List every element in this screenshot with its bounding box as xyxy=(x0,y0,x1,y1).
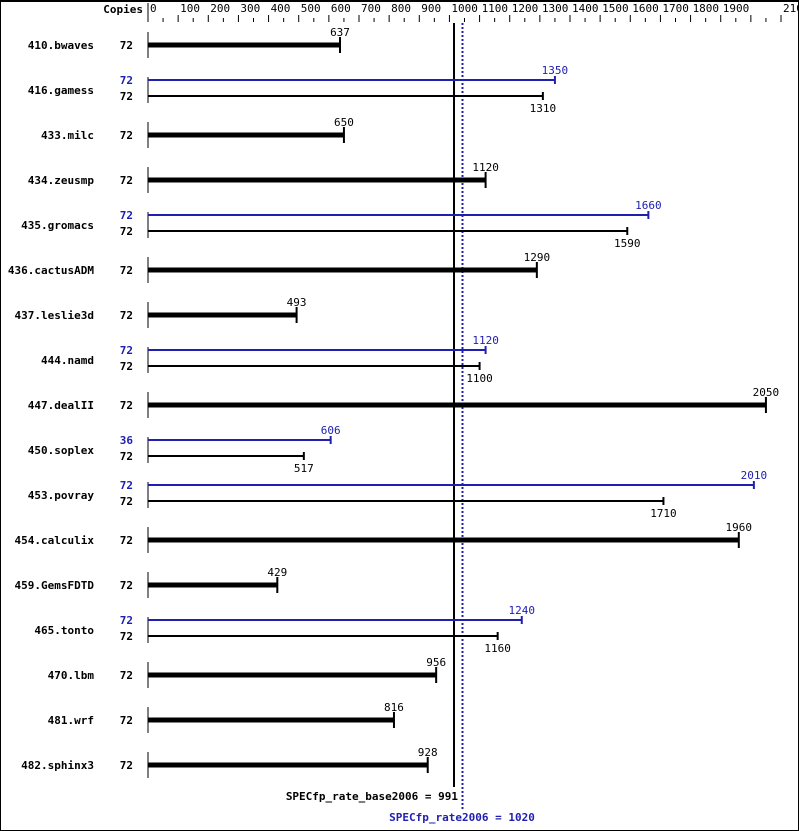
benchmark-name: 454.calculix xyxy=(15,534,95,547)
tick-label: 0 xyxy=(150,2,157,15)
base-copies: 72 xyxy=(120,129,133,142)
tick-label: 100 xyxy=(180,2,200,15)
peak-copies: 72 xyxy=(120,209,133,222)
tick-label: 300 xyxy=(240,2,260,15)
peak-value-label: 1120 xyxy=(472,334,499,347)
base-value-label: 956 xyxy=(426,656,446,669)
benchmark-name: 450.soplex xyxy=(28,444,95,457)
base-copies: 72 xyxy=(120,759,133,772)
base-copies: 72 xyxy=(120,399,133,412)
peak-copies: 72 xyxy=(120,479,133,492)
peak-value-label: 606 xyxy=(321,424,341,437)
base-value-label: 650 xyxy=(334,116,354,129)
peak-reference-label: SPECfp_rate2006 = 1020 xyxy=(389,811,535,824)
base-copies: 72 xyxy=(120,495,133,508)
base-copies: 72 xyxy=(120,90,133,103)
tick-label: 600 xyxy=(331,2,351,15)
tick-label: 900 xyxy=(421,2,441,15)
base-copies: 72 xyxy=(120,714,133,727)
base-value-label: 928 xyxy=(418,746,438,759)
base-copies: 72 xyxy=(120,39,133,52)
peak-copies: 72 xyxy=(120,344,133,357)
tick-label: 800 xyxy=(391,2,411,15)
base-value-label: 1290 xyxy=(524,251,551,264)
benchmark-name: 437.leslie3d xyxy=(15,309,94,322)
tick-label: 400 xyxy=(271,2,291,15)
benchmark-name: 416.gamess xyxy=(28,84,94,97)
benchmark-name: 453.povray xyxy=(28,489,95,502)
base-copies: 72 xyxy=(120,225,133,238)
peak-value-label: 1240 xyxy=(509,604,536,617)
tick-label: 1000 xyxy=(451,2,478,15)
tick-label: 1600 xyxy=(632,2,659,15)
base-value-label: 493 xyxy=(287,296,307,309)
tick-label: 700 xyxy=(361,2,381,15)
tick-label: 2100 xyxy=(783,2,798,15)
base-value-label: 816 xyxy=(384,701,404,714)
tick-label: 1100 xyxy=(482,2,509,15)
tick-label: 1400 xyxy=(572,2,599,15)
base-copies: 72 xyxy=(120,174,133,187)
base-copies: 72 xyxy=(120,264,133,277)
base-copies: 72 xyxy=(120,360,133,373)
base-value-label: 1310 xyxy=(530,102,557,115)
base-value-label: 1960 xyxy=(726,521,753,534)
benchmark-name: 481.wrf xyxy=(48,714,94,727)
base-copies: 72 xyxy=(120,669,133,682)
base-value-label: 637 xyxy=(330,26,350,39)
benchmark-name: 434.zeusmp xyxy=(28,174,95,187)
tick-label: 500 xyxy=(301,2,321,15)
base-value-label: 1160 xyxy=(484,642,511,655)
base-value-label: 1100 xyxy=(466,372,493,385)
benchmark-name: 482.sphinx3 xyxy=(21,759,94,772)
benchmark-name: 436.cactusADM xyxy=(8,264,94,277)
peak-value-label: 2010 xyxy=(741,469,768,482)
tick-label: 200 xyxy=(210,2,230,15)
base-reference-label: SPECfp_rate_base2006 = 991 xyxy=(286,790,459,803)
tick-label: 1700 xyxy=(662,2,689,15)
base-value-label: 517 xyxy=(294,462,314,475)
tick-label: 1900 xyxy=(723,2,750,15)
benchmark-name: 459.GemsFDTD xyxy=(15,579,95,592)
tick-label: 1800 xyxy=(693,2,720,15)
benchmark-name: 410.bwaves xyxy=(28,39,94,52)
peak-copies: 72 xyxy=(120,74,133,87)
peak-value-label: 1660 xyxy=(635,199,662,212)
benchmark-name: 435.gromacs xyxy=(21,219,94,232)
base-value-label: 2050 xyxy=(753,386,780,399)
base-value-label: 1710 xyxy=(650,507,677,520)
peak-copies: 36 xyxy=(120,434,134,447)
benchmark-name: 470.lbm xyxy=(48,669,95,682)
peak-value-label: 1350 xyxy=(542,64,569,77)
base-value-label: 1120 xyxy=(472,161,499,174)
axis-header: Copies xyxy=(103,3,143,16)
base-copies: 72 xyxy=(120,450,133,463)
benchmark-name: 433.milc xyxy=(41,129,94,142)
base-copies: 72 xyxy=(120,630,133,643)
benchmark-name: 444.namd xyxy=(41,354,94,367)
base-value-label: 1590 xyxy=(614,237,641,250)
benchmark-name: 465.tonto xyxy=(34,624,94,637)
tick-label: 1200 xyxy=(512,2,539,15)
base-copies: 72 xyxy=(120,309,133,322)
base-value-label: 429 xyxy=(267,566,287,579)
base-copies: 72 xyxy=(120,579,133,592)
benchmark-name: 447.dealII xyxy=(28,399,94,412)
base-copies: 72 xyxy=(120,534,133,547)
tick-label: 1300 xyxy=(542,2,569,15)
peak-copies: 72 xyxy=(120,614,133,627)
tick-label: 1500 xyxy=(602,2,629,15)
